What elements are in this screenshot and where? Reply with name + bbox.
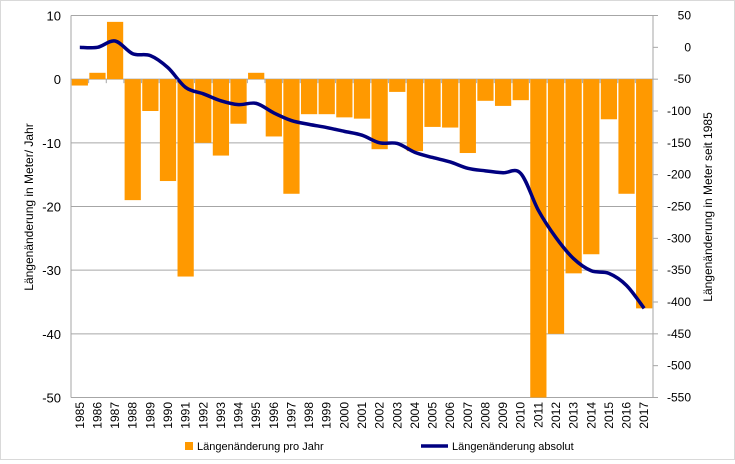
x-tick-label: 2001	[355, 402, 369, 429]
bar-1997	[283, 79, 300, 194]
x-tick-label: 1988	[126, 402, 140, 429]
bar-1988	[124, 79, 141, 201]
bar-2001	[353, 79, 371, 119]
y2-tick-label: 0	[684, 40, 691, 54]
bar-1991	[177, 79, 194, 277]
x-tick-label: 2014	[584, 402, 598, 429]
x-tick-label: 2003	[390, 402, 404, 429]
legend: Längenänderung pro Jahr Längenänderung a…	[185, 441, 574, 453]
y-tick-label: -20	[42, 200, 61, 215]
legend-label-line: Längenänderung absolut	[452, 441, 574, 453]
x-tick-label: 2000	[337, 402, 351, 429]
x-tick-label: 1989	[143, 402, 157, 429]
x-tick-label: 1991	[179, 402, 193, 429]
y2-tick-label: -450	[667, 327, 691, 341]
x-tick-label: 2016	[620, 402, 634, 429]
x-tick-label: 2005	[426, 402, 440, 429]
x-tick-label: 2011	[531, 402, 545, 428]
y2-tick-label: 50	[678, 9, 692, 23]
y-tick-label: -40	[42, 327, 61, 342]
x-tick-label: 1992	[196, 402, 210, 429]
bar-1987	[106, 21, 124, 80]
y-tick-label: -10	[42, 136, 61, 151]
bar-1999	[318, 79, 335, 115]
x-tick-label: 2010	[514, 402, 528, 429]
bar-1989	[142, 79, 159, 111]
bar-2011	[530, 79, 547, 398]
bar-1985	[71, 79, 88, 86]
y2-tick-label: -250	[667, 200, 691, 214]
bar-1993	[212, 79, 230, 156]
x-tick-label: 1999	[320, 402, 334, 429]
y2-tick-label: -150	[667, 136, 691, 150]
bar-2015	[600, 79, 618, 120]
y2-tick-label: -500	[667, 359, 691, 373]
y2-axis-label: Längenänderung in Meter seit 1985	[701, 112, 715, 302]
y-tick-label: 10	[47, 9, 61, 24]
bar-2000	[336, 79, 353, 118]
bar-1994	[230, 79, 247, 124]
bar-2008	[477, 79, 494, 101]
y-tick-label: -30	[42, 263, 61, 278]
x-tick-label: 1986	[90, 402, 104, 429]
x-tick-label: 2017	[637, 402, 651, 429]
x-tick-label: 1993	[214, 402, 228, 429]
y2-tick-label: -50	[674, 72, 692, 86]
x-tick-label: 2009	[496, 402, 510, 429]
y-axis-label: Längenänderung in Meter/ Jahr	[22, 123, 36, 290]
x-tick-label: 1994	[232, 402, 246, 429]
bar-2005	[424, 79, 441, 127]
x-tick-label: 2006	[443, 402, 457, 429]
bar-2002	[371, 79, 388, 150]
x-tick-label: 2012	[549, 402, 563, 429]
y2-tick-label: -100	[667, 104, 691, 118]
bar-1998	[300, 79, 318, 115]
x-tick-label: 2007	[461, 402, 475, 429]
bar-2006	[442, 79, 459, 128]
bar-2012	[547, 79, 565, 334]
y2-tick-label: -550	[667, 391, 691, 405]
x-tick-label: 1990	[161, 402, 175, 429]
bar-2010	[512, 79, 529, 101]
bar-2017	[636, 79, 653, 309]
y2-tick-label: -400	[667, 295, 691, 309]
bar-1996	[265, 79, 282, 137]
y-tick-label: -50	[42, 391, 61, 406]
line-absolute	[79, 39, 646, 310]
bar-2013	[565, 79, 582, 274]
x-tick-label: 1987	[108, 402, 122, 429]
x-tick-label: 2008	[478, 402, 492, 429]
x-tick-label: 1996	[267, 402, 281, 429]
bar-1986	[89, 72, 106, 80]
bar-1990	[159, 79, 177, 182]
x-tick-label: 1995	[249, 402, 263, 429]
legend-label-bars: Längenänderung pro Jahr	[197, 441, 324, 453]
bar-1995	[248, 72, 265, 80]
bar-2004	[406, 79, 424, 152]
bar-2007	[459, 79, 476, 154]
bar-2014	[583, 79, 600, 255]
x-tick-label: 1997	[284, 402, 298, 429]
bar-2003	[389, 79, 406, 92]
bar-2016	[618, 79, 635, 194]
legend-swatch-bars	[185, 442, 193, 450]
y2-tick-label: -350	[667, 263, 691, 277]
bar-2009	[494, 79, 512, 106]
x-tick-label: 2015	[602, 402, 616, 429]
y2-tick-label: -300	[667, 231, 691, 245]
x-tick-label: 1985	[73, 402, 87, 429]
x-tick-label: 2004	[408, 402, 422, 429]
x-tick-label: 2002	[373, 402, 387, 429]
x-tick-label: 1998	[302, 402, 316, 429]
y2-tick-label: -200	[667, 168, 691, 182]
x-tick-label: 2013	[567, 402, 581, 429]
y-tick-label: 0	[54, 72, 61, 87]
bar-1992	[195, 79, 212, 143]
